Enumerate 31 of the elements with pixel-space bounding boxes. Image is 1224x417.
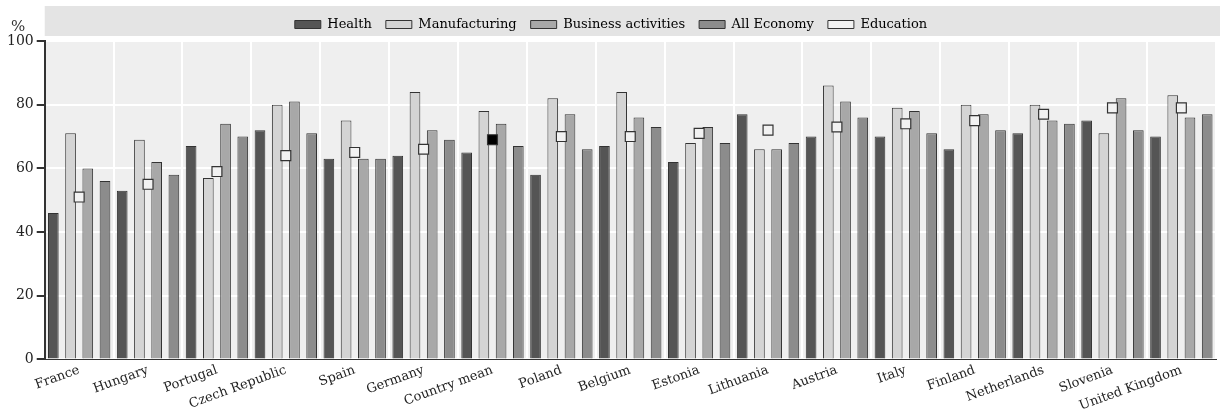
point (624, 130, 636, 143)
point (211, 166, 223, 178)
point (349, 146, 361, 158)
x-tick-label: Austria (788, 361, 840, 393)
legend-label: Manufacturing (418, 15, 517, 31)
x-tick-label: Spain (316, 361, 358, 389)
point (1175, 102, 1187, 114)
legend-label: All Economy (730, 15, 815, 31)
y-tick-label: 60 (15, 159, 34, 176)
legend-label: Health (327, 15, 373, 31)
y-tick-label: 20 (15, 286, 34, 303)
point (73, 191, 85, 203)
point (831, 121, 843, 133)
legend-label: Education (860, 15, 928, 31)
point (762, 124, 774, 136)
point (418, 143, 430, 155)
point (693, 127, 705, 139)
point (142, 178, 154, 190)
point (280, 150, 292, 162)
legend-label: Business activities (563, 15, 686, 31)
y-tick-label: 0 (24, 350, 34, 367)
point (1106, 102, 1119, 114)
point (486, 134, 499, 146)
x-tick-label: France (32, 361, 82, 392)
point (969, 115, 981, 127)
x-tick-label: Italy (875, 361, 909, 386)
y-tick-label: 80 (15, 95, 34, 112)
point (1038, 108, 1050, 120)
point (900, 118, 912, 130)
y-tick-label: 40 (15, 222, 34, 239)
point (555, 130, 567, 143)
